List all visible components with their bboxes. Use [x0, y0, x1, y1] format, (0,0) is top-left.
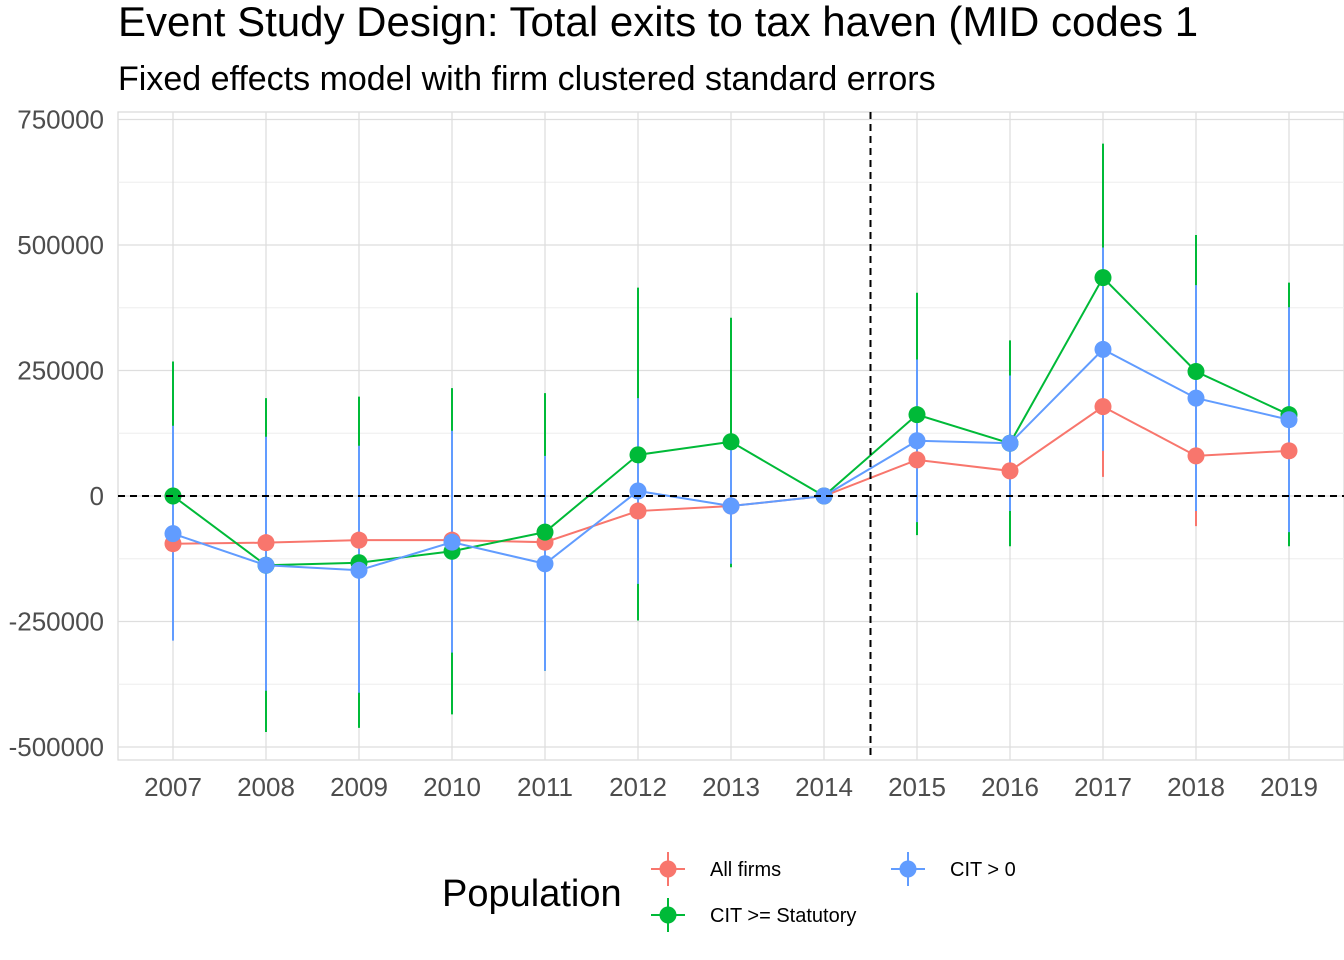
- y-tick-label: 0: [90, 481, 104, 511]
- x-tick-label: 2019: [1260, 772, 1318, 802]
- x-tick-label: 2013: [702, 772, 760, 802]
- data-point: [1187, 447, 1205, 465]
- reference-lines: [118, 112, 1344, 760]
- y-axis: 750000 500000 250000 0 -250000 -500000: [9, 105, 104, 763]
- data-point: [257, 534, 275, 552]
- data-point: [722, 497, 740, 515]
- data-point: [443, 533, 461, 551]
- x-tick-label: 2009: [330, 772, 388, 802]
- x-tick-label: 2010: [423, 772, 481, 802]
- x-tick-label: 2018: [1167, 772, 1225, 802]
- data-point: [908, 406, 926, 424]
- data-point: [1187, 389, 1205, 407]
- data-point: [536, 555, 554, 573]
- data-point: [1001, 434, 1019, 452]
- x-axis: 2007 2008 2009 2010 2011 2012 2013 2014 2015 2016…: [144, 772, 1318, 802]
- x-tick-label: 2007: [144, 772, 202, 802]
- data-point: [1094, 398, 1112, 416]
- data-point: [629, 446, 647, 464]
- legend-label: CIT >= Statutory: [710, 905, 856, 927]
- data-point: [350, 561, 368, 579]
- legend-label: All firms: [710, 859, 781, 881]
- y-tick-label: 500000: [17, 230, 104, 260]
- chart-title: Event Study Design: Total exits to tax h…: [118, 0, 1198, 45]
- data-point: [1094, 340, 1112, 358]
- legend-key-point: [899, 860, 917, 878]
- x-tick-label: 2012: [609, 772, 667, 802]
- x-tick-label: 2015: [888, 772, 946, 802]
- data-point: [1280, 442, 1298, 460]
- data-point: [1094, 269, 1112, 287]
- data-point: [164, 525, 182, 543]
- legend-key-point: [659, 860, 677, 878]
- data-point: [536, 523, 554, 541]
- x-tick-label: 2014: [795, 772, 853, 802]
- data-point: [1280, 411, 1298, 429]
- data-point: [1001, 462, 1019, 480]
- data-point: [908, 451, 926, 469]
- y-tick-label: -250000: [9, 607, 104, 637]
- data-point: [629, 502, 647, 520]
- legend-title: Population: [442, 873, 622, 915]
- legend-key-point: [659, 906, 677, 924]
- x-tick-label: 2016: [981, 772, 1039, 802]
- data-point: [815, 487, 833, 505]
- legend: Population All firms CIT > 0 CIT >= Statut…: [442, 852, 1016, 932]
- data-point: [350, 531, 368, 549]
- data-point: [1187, 363, 1205, 381]
- series-points: [164, 269, 1298, 579]
- y-tick-label: -500000: [9, 732, 104, 762]
- data-point: [257, 556, 275, 574]
- x-tick-label: 2008: [237, 772, 295, 802]
- x-tick-label: 2011: [517, 772, 573, 802]
- legend-label: CIT > 0: [950, 859, 1016, 881]
- chart-subtitle: Fixed effects model with firm clustered …: [118, 60, 936, 98]
- data-point: [629, 482, 647, 500]
- y-tick-label: 250000: [17, 356, 104, 386]
- data-point: [722, 433, 740, 451]
- data-point: [908, 432, 926, 450]
- y-tick-label: 750000: [17, 105, 104, 135]
- x-tick-label: 2017: [1074, 772, 1132, 802]
